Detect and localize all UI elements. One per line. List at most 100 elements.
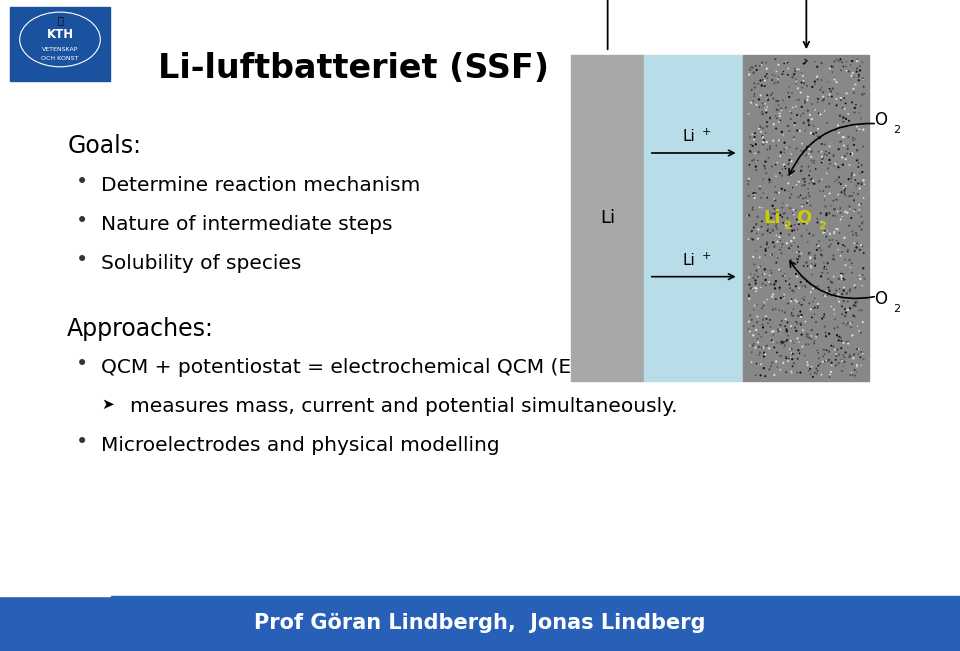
Point — [785, 102, 801, 113]
Point — [750, 311, 765, 322]
Point — [743, 62, 758, 72]
Point — [830, 120, 846, 131]
Point — [835, 159, 851, 170]
Point — [757, 264, 773, 275]
Point — [805, 230, 821, 241]
Point — [810, 348, 826, 358]
Point — [853, 113, 869, 124]
Point — [790, 257, 805, 268]
Point — [805, 175, 821, 186]
Point — [796, 218, 811, 229]
Point — [750, 156, 765, 166]
Point — [796, 146, 811, 156]
Point — [840, 141, 855, 151]
Point — [760, 219, 776, 230]
Point — [777, 289, 792, 299]
Point — [828, 285, 844, 296]
Point — [822, 284, 837, 295]
Point — [753, 90, 768, 100]
Point — [785, 348, 801, 359]
Point — [837, 304, 852, 314]
Point — [824, 290, 839, 301]
Point — [794, 208, 809, 218]
Point — [757, 161, 773, 172]
Point — [803, 247, 818, 258]
Point — [835, 102, 851, 113]
Point — [824, 360, 839, 370]
Point — [777, 161, 792, 171]
Point — [780, 238, 795, 249]
Point — [794, 310, 809, 320]
Point — [765, 305, 780, 315]
Point — [844, 368, 859, 378]
Point — [746, 96, 761, 106]
Point — [786, 209, 802, 219]
Point — [773, 320, 788, 330]
Point — [775, 69, 790, 79]
Point — [807, 56, 823, 66]
Point — [745, 340, 760, 351]
Point — [786, 134, 802, 145]
Point — [819, 210, 834, 220]
Point — [843, 370, 858, 381]
Text: ➤: ➤ — [101, 396, 113, 412]
Point — [839, 65, 854, 76]
Point — [741, 70, 756, 80]
Point — [817, 356, 832, 367]
Point — [824, 277, 839, 288]
Polygon shape — [0, 576, 110, 596]
Point — [851, 189, 866, 199]
Point — [853, 212, 869, 222]
Point — [817, 322, 832, 332]
Point — [786, 70, 802, 80]
Point — [776, 208, 791, 219]
Point — [780, 186, 796, 197]
Point — [818, 226, 833, 236]
Point — [751, 234, 766, 244]
Point — [750, 156, 765, 167]
Point — [822, 329, 837, 339]
Point — [839, 88, 854, 98]
Point — [799, 257, 814, 268]
Point — [763, 279, 779, 289]
Text: 2: 2 — [893, 125, 900, 135]
Point — [802, 120, 817, 130]
Point — [854, 57, 870, 68]
Point — [756, 342, 771, 353]
Point — [846, 311, 861, 321]
Point — [836, 132, 852, 143]
Point — [748, 148, 763, 159]
Point — [749, 286, 764, 297]
Point — [775, 306, 790, 316]
Point — [781, 243, 797, 253]
Point — [779, 337, 794, 347]
Point — [824, 277, 839, 288]
Point — [756, 102, 771, 113]
Point — [800, 105, 815, 116]
Point — [745, 188, 760, 199]
Point — [787, 219, 803, 230]
Point — [747, 78, 762, 89]
Point — [847, 107, 862, 118]
Point — [846, 353, 861, 363]
Point — [794, 299, 809, 310]
Point — [782, 106, 798, 117]
Point — [825, 277, 840, 288]
Point — [747, 82, 762, 92]
Point — [847, 170, 862, 180]
Point — [751, 224, 766, 234]
Point — [801, 196, 816, 206]
Point — [838, 307, 853, 318]
Point — [769, 257, 784, 268]
Point — [747, 189, 762, 200]
Point — [847, 238, 862, 249]
Point — [850, 344, 865, 354]
Point — [836, 141, 852, 151]
Text: O: O — [797, 209, 812, 227]
Bar — [10, 7, 110, 81]
Point — [817, 128, 832, 139]
Point — [746, 330, 761, 340]
Point — [810, 329, 826, 340]
Point — [772, 168, 787, 178]
Point — [810, 301, 826, 311]
